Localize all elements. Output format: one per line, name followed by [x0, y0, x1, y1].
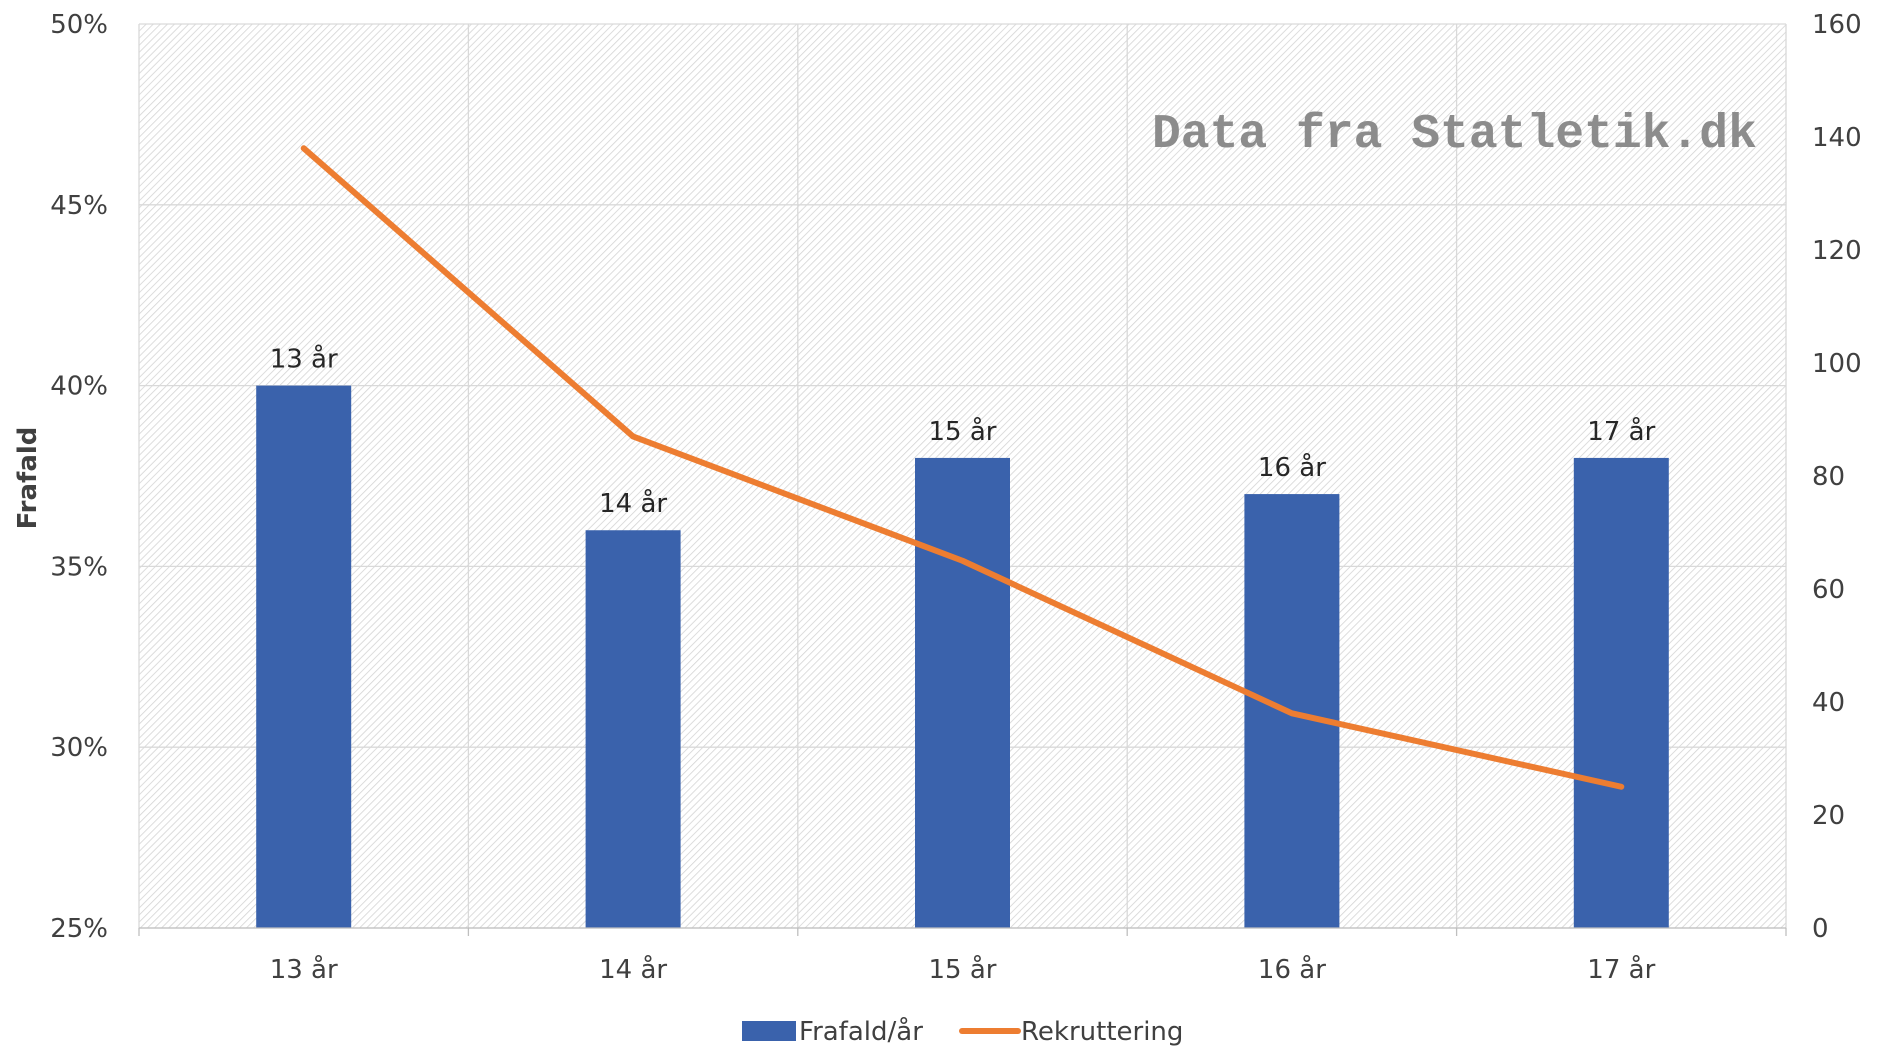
bar-data-label: 15 år — [929, 416, 997, 447]
legend-label-rekruttering: Rekruttering — [1021, 1017, 1183, 1047]
left-y-axis-title: Frafald — [13, 427, 43, 530]
axes: 13 år 14 år 15 år 16 år 17 år 25% 30% 35% 40% 45%… — [13, 10, 1862, 985]
right-y-tick-label: 60 — [1812, 575, 1845, 605]
right-y-tick-label: 80 — [1812, 462, 1845, 492]
right-y-tick-label: 160 — [1812, 10, 1862, 40]
left-y-tick-label: 35% — [50, 552, 108, 582]
left-y-tick-label: 40% — [50, 372, 108, 402]
bar-data-label: 14 år — [599, 488, 667, 519]
x-tick-label: 13 år — [270, 954, 338, 985]
bar-data-label: 16 år — [1258, 452, 1326, 483]
left-y-tick-label: 45% — [50, 191, 108, 221]
bar-data-label: 13 år — [270, 344, 338, 375]
line-series — [300, 145, 1625, 790]
bar — [585, 530, 681, 928]
x-tick-label: 17 år — [1587, 954, 1655, 985]
legend-label-frafald: Frafald/år — [799, 1016, 923, 1047]
right-y-tick-label: 140 — [1812, 123, 1862, 153]
bar — [256, 385, 352, 929]
right-y-tick-label: 40 — [1812, 688, 1845, 718]
bar — [915, 457, 1010, 928]
right-y-tick-label: 120 — [1812, 236, 1862, 266]
left-y-tick-label: 30% — [50, 733, 108, 763]
right-y-tick-label: 20 — [1812, 801, 1845, 831]
left-y-tick-label: 50% — [50, 10, 108, 40]
right-y-tick-label: 0 — [1812, 914, 1829, 944]
bar-series — [256, 385, 1669, 929]
x-tick-label: 15 år — [929, 954, 997, 985]
x-tick-label: 16 år — [1258, 954, 1326, 985]
watermark-text: Data fra Statletik.dk — [1152, 108, 1757, 162]
right-y-tick-label: 100 — [1812, 349, 1862, 379]
legend-bar-swatch — [742, 1021, 796, 1041]
bar — [1573, 457, 1669, 928]
legend: Frafald/år Rekruttering — [742, 1016, 1183, 1047]
x-tick-label: 14 år — [599, 954, 667, 985]
left-y-tick-label: 25% — [50, 914, 108, 944]
data-labels: 13 år 14 år 15 år 16 år 17 år — [270, 344, 1656, 520]
bar-data-label: 17 år — [1587, 416, 1655, 447]
